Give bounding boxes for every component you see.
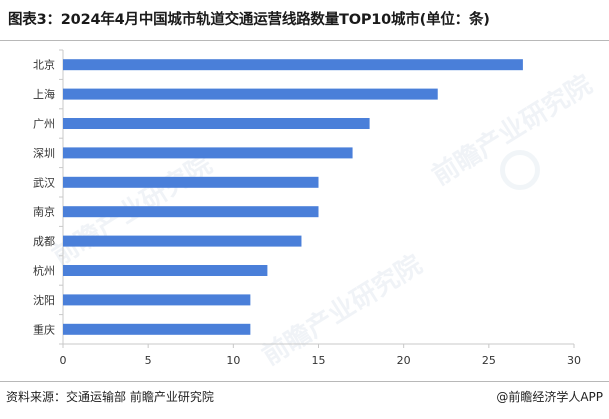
source-note: 资料来源：交通运输部 前瞻产业研究院 bbox=[6, 390, 214, 404]
brand-credit: @前瞻经济学人APP bbox=[496, 390, 603, 404]
x-tick-label: 0 bbox=[60, 354, 67, 367]
x-tick-label: 15 bbox=[312, 354, 326, 367]
bar-2 bbox=[63, 118, 370, 129]
category-label: 广州 bbox=[33, 118, 55, 131]
category-label: 武汉 bbox=[33, 176, 55, 189]
bar-0 bbox=[63, 59, 523, 71]
bar-9 bbox=[63, 323, 251, 335]
category-label: 沈阳 bbox=[33, 293, 55, 307]
x-tick-label: 10 bbox=[226, 354, 240, 367]
category-label: 深圳 bbox=[33, 147, 55, 160]
category-label: 重庆 bbox=[33, 322, 55, 336]
category-label: 上海 bbox=[33, 87, 55, 101]
x-tick-label: 20 bbox=[397, 354, 411, 367]
bar-4 bbox=[63, 176, 319, 188]
x-tick-label: 25 bbox=[482, 354, 496, 367]
category-label: 北京 bbox=[33, 58, 55, 72]
x-tick-label: 5 bbox=[145, 354, 152, 367]
footer-divider bbox=[0, 381, 609, 382]
bar-3 bbox=[63, 147, 353, 159]
category-label: 成都 bbox=[33, 235, 55, 248]
bar-7 bbox=[63, 265, 268, 276]
bar-6 bbox=[63, 235, 302, 247]
category-label: 杭州 bbox=[33, 264, 55, 278]
x-tick-label: 30 bbox=[567, 354, 581, 367]
bar-8 bbox=[63, 294, 251, 306]
bar-5 bbox=[63, 206, 319, 218]
category-label: 南京 bbox=[33, 205, 55, 219]
chart-title: 图表3：2024年4月中国城市轨道交通运营线路数量TOP10城市(单位：条) bbox=[8, 12, 490, 28]
title-divider bbox=[0, 40, 609, 41]
bar-1 bbox=[63, 88, 438, 100]
